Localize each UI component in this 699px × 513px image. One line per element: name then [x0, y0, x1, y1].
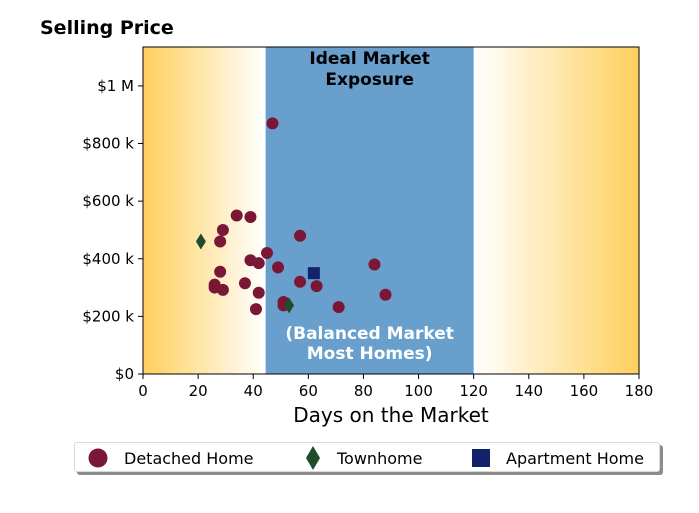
x-tick-label-8: 160 [570, 382, 599, 400]
point-circle-0-4 [294, 229, 307, 242]
band-top-label-line-2: Exposure [325, 70, 414, 90]
point-circle-0-9 [272, 261, 285, 274]
x-tick-label-6: 120 [459, 382, 488, 400]
point-circle-0-10 [368, 258, 381, 271]
point-circle-0-16 [216, 283, 229, 296]
point-diamond-1-1 [284, 297, 295, 314]
legend-label-apartment: Apartment Home [506, 448, 644, 468]
y-tick-label-1: $200 k [82, 307, 134, 325]
ideal-market-band [265, 47, 474, 374]
x-tick-label-9: 180 [625, 382, 654, 400]
legend-label-townhome: Townhome [337, 448, 423, 468]
chart-title: Selling Price [40, 17, 174, 39]
y-tick-label-4: $800 k [82, 135, 134, 153]
band-top-label-line-1: Ideal Market [309, 49, 430, 69]
x-tick-label-3: 60 [299, 382, 318, 400]
diamond-marker-icon [306, 446, 320, 470]
point-circle-0-1 [230, 209, 243, 222]
point-circle-0-11 [214, 265, 227, 278]
point-square-2-0 [307, 267, 320, 280]
point-circle-0-8 [252, 257, 265, 270]
point-circle-0-6 [261, 246, 273, 259]
band-bottom-label-line-2: Most Homes) [307, 344, 433, 364]
point-diamond-1-0 [195, 233, 206, 250]
point-circle-0-23 [332, 301, 345, 314]
x-tick-label-0: 0 [138, 382, 148, 400]
data-points [195, 117, 392, 316]
plot-frame [142, 46, 640, 375]
x-tick-label-4: 80 [354, 382, 373, 400]
x-tick-label-5: 100 [404, 382, 433, 400]
point-circle-0-22 [249, 303, 262, 316]
legend-item-townhome: Townhome [304, 443, 422, 473]
circle-marker-icon [88, 448, 108, 468]
x-axis-label: Days on the Market [293, 403, 489, 427]
point-circle-0-3 [216, 223, 229, 236]
legend-item-apartment: Apartment Home [471, 443, 644, 473]
y-tick-label-5: $1 M [97, 77, 134, 95]
legend-item-detached: Detached Home [87, 443, 254, 473]
x-tick-label-1: 20 [189, 382, 208, 400]
point-circle-0-2 [244, 210, 257, 223]
point-circle-0-18 [310, 280, 323, 293]
y-tick-label-3: $600 k [82, 192, 134, 210]
point-circle-0-13 [294, 275, 307, 288]
legend-label-detached: Detached Home [124, 448, 254, 468]
point-circle-0-12 [238, 277, 251, 290]
point-circle-0-0 [266, 117, 279, 130]
y-tick-label-0: $0 [115, 365, 134, 383]
point-circle-0-5 [214, 235, 227, 248]
band-bottom-label-line-1: (Balanced Market [285, 324, 454, 344]
point-circle-0-17 [252, 286, 265, 299]
x-tick-label-2: 40 [244, 382, 263, 400]
legend: Detached Home Townhome Apartment Home [74, 442, 660, 472]
x-tick-label-7: 140 [514, 382, 543, 400]
square-marker-icon [472, 449, 490, 467]
axis-ticks: 0 20 40 60 80 100 120 140 160 180 $0 $200 k $400 k $6… [82, 77, 653, 400]
point-circle-0-19 [379, 288, 392, 301]
y-tick-label-2: $400 k [82, 250, 134, 268]
